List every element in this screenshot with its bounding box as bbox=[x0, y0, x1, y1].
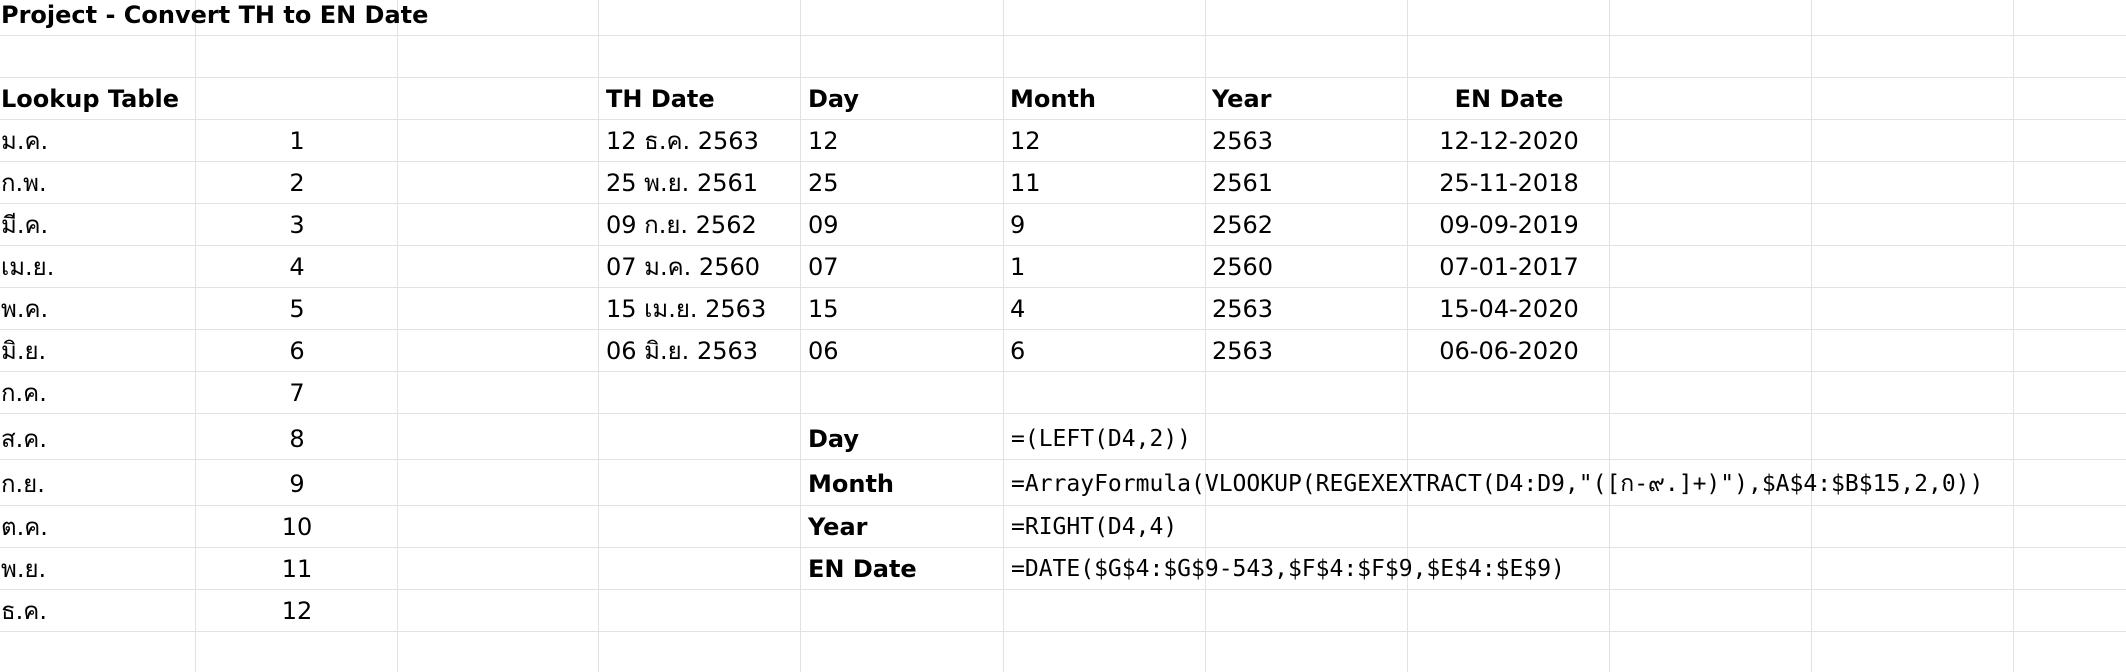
day-cell[interactable]: 25 bbox=[808, 169, 839, 197]
lookup-month-num[interactable]: 11 bbox=[281, 555, 313, 583]
gridline bbox=[1609, 0, 1610, 672]
month-cell[interactable]: 12 bbox=[1010, 127, 1041, 155]
lookup-month-num[interactable]: 7 bbox=[289, 379, 305, 407]
gridline bbox=[0, 547, 2126, 548]
gridline bbox=[0, 119, 2126, 120]
sheet-title[interactable]: Project - Convert TH to EN Date bbox=[1, 1, 429, 29]
lookup-month-th[interactable]: ธ.ค. bbox=[1, 597, 47, 625]
gridline bbox=[0, 245, 2126, 246]
lookup-month-th[interactable]: พ.ค. bbox=[1, 295, 49, 323]
month-cell[interactable]: 11 bbox=[1010, 169, 1041, 197]
gridline bbox=[0, 287, 2126, 288]
gridline bbox=[800, 0, 801, 672]
month-cell[interactable]: 6 bbox=[1010, 337, 1026, 365]
en-date-cell[interactable]: 07-01-2017 bbox=[1439, 253, 1579, 281]
en-date-cell[interactable]: 09-09-2019 bbox=[1439, 211, 1579, 239]
lookup-month-th[interactable]: ต.ค. bbox=[1, 513, 48, 541]
gridline bbox=[1407, 0, 1408, 672]
th-date-cell[interactable]: 09 ก.ย. 2562 bbox=[606, 211, 757, 239]
en-date-cell[interactable]: 12-12-2020 bbox=[1439, 127, 1579, 155]
gridline bbox=[1205, 0, 1206, 672]
day-header[interactable]: Day bbox=[808, 85, 860, 113]
formula-text-en-date[interactable]: =DATE($G$4:$G$9-543,$F$4:$F$9,$E$4:$E$9) bbox=[1011, 556, 1565, 582]
formula-text-day[interactable]: =(LEFT(D4,2)) bbox=[1011, 426, 1192, 452]
gridline bbox=[0, 203, 2126, 204]
day-cell[interactable]: 06 bbox=[808, 337, 839, 365]
lookup-month-num[interactable]: 6 bbox=[289, 337, 305, 365]
en-date-cell[interactable]: 25-11-2018 bbox=[1439, 169, 1579, 197]
lookup-month-th[interactable]: มิ.ย. bbox=[1, 337, 47, 365]
formula-label-day[interactable]: Day bbox=[808, 425, 860, 453]
gridline bbox=[0, 589, 2126, 590]
gridline bbox=[0, 77, 2126, 78]
month-cell[interactable]: 1 bbox=[1010, 253, 1026, 281]
lookup-month-num[interactable]: 10 bbox=[281, 513, 313, 541]
gridline bbox=[397, 0, 398, 672]
year-cell[interactable]: 2562 bbox=[1212, 211, 1274, 239]
th-date-header[interactable]: TH Date bbox=[606, 85, 715, 113]
year-cell[interactable]: 2560 bbox=[1212, 253, 1274, 281]
month-header[interactable]: Month bbox=[1010, 85, 1097, 113]
formula-text-month[interactable]: =ArrayFormula(VLOOKUP(REGEXEXTRACT(D4:D9… bbox=[1011, 471, 1984, 497]
gridline bbox=[0, 505, 2126, 506]
gridline bbox=[195, 0, 196, 672]
lookup-month-th[interactable]: เม.ย. bbox=[1, 253, 55, 281]
year-cell[interactable]: 2561 bbox=[1212, 169, 1274, 197]
gridline bbox=[0, 161, 2126, 162]
lookup-month-num[interactable]: 12 bbox=[281, 597, 313, 625]
th-date-cell[interactable]: 15 เม.ย. 2563 bbox=[606, 295, 767, 323]
day-cell[interactable]: 07 bbox=[808, 253, 839, 281]
year-cell[interactable]: 2563 bbox=[1212, 337, 1274, 365]
lookup-month-num[interactable]: 2 bbox=[289, 169, 305, 197]
day-cell[interactable]: 15 bbox=[808, 295, 839, 323]
gridline bbox=[0, 459, 2126, 460]
lookup-month-th[interactable]: ก.พ. bbox=[1, 169, 47, 197]
day-cell[interactable]: 09 bbox=[808, 211, 839, 239]
month-cell[interactable]: 4 bbox=[1010, 295, 1026, 323]
lookup-month-th[interactable]: ม.ค. bbox=[1, 127, 49, 155]
gridline bbox=[0, 413, 2126, 414]
year-cell[interactable]: 2563 bbox=[1212, 127, 1274, 155]
gridline bbox=[2013, 0, 2014, 672]
gridline bbox=[1003, 0, 1004, 672]
formula-label-en-date[interactable]: EN Date bbox=[808, 555, 917, 583]
th-date-cell[interactable]: 25 พ.ย. 2561 bbox=[606, 169, 759, 197]
gridline bbox=[0, 329, 2126, 330]
gridline bbox=[0, 35, 2126, 36]
en-date-cell[interactable]: 15-04-2020 bbox=[1439, 295, 1579, 323]
th-date-cell[interactable]: 12 ธ.ค. 2563 bbox=[606, 127, 759, 155]
gridline bbox=[0, 631, 2126, 632]
lookup-month-num[interactable]: 9 bbox=[289, 470, 305, 498]
lookup-month-num[interactable]: 4 bbox=[289, 253, 305, 281]
lookup-month-num[interactable]: 3 bbox=[289, 211, 305, 239]
lookup-table-header[interactable]: Lookup Table bbox=[1, 85, 180, 113]
gridline bbox=[1811, 0, 1812, 672]
month-cell[interactable]: 9 bbox=[1010, 211, 1026, 239]
lookup-month-th[interactable]: ก.ย. bbox=[1, 470, 45, 498]
formula-label-year[interactable]: Year bbox=[808, 513, 868, 541]
formula-text-year[interactable]: =RIGHT(D4,4) bbox=[1011, 514, 1178, 540]
lookup-month-num[interactable]: 5 bbox=[289, 295, 305, 323]
gridline bbox=[598, 0, 599, 672]
en-date-header[interactable]: EN Date bbox=[1454, 85, 1564, 113]
lookup-month-num[interactable]: 8 bbox=[289, 425, 305, 453]
th-date-cell[interactable]: 06 มิ.ย. 2563 bbox=[606, 337, 759, 365]
lookup-month-num[interactable]: 1 bbox=[289, 127, 305, 155]
lookup-month-th[interactable]: พ.ย. bbox=[1, 555, 47, 583]
gridline bbox=[0, 371, 2126, 372]
formula-label-month[interactable]: Month bbox=[808, 470, 895, 498]
lookup-month-th[interactable]: ก.ค. bbox=[1, 379, 47, 407]
lookup-month-th[interactable]: มี.ค. bbox=[1, 211, 49, 239]
day-cell[interactable]: 12 bbox=[808, 127, 839, 155]
year-header[interactable]: Year bbox=[1212, 85, 1272, 113]
th-date-cell[interactable]: 07 ม.ค. 2560 bbox=[606, 253, 761, 281]
lookup-month-th[interactable]: ส.ค. bbox=[1, 425, 47, 453]
en-date-cell[interactable]: 06-06-2020 bbox=[1439, 337, 1579, 365]
year-cell[interactable]: 2563 bbox=[1212, 295, 1274, 323]
